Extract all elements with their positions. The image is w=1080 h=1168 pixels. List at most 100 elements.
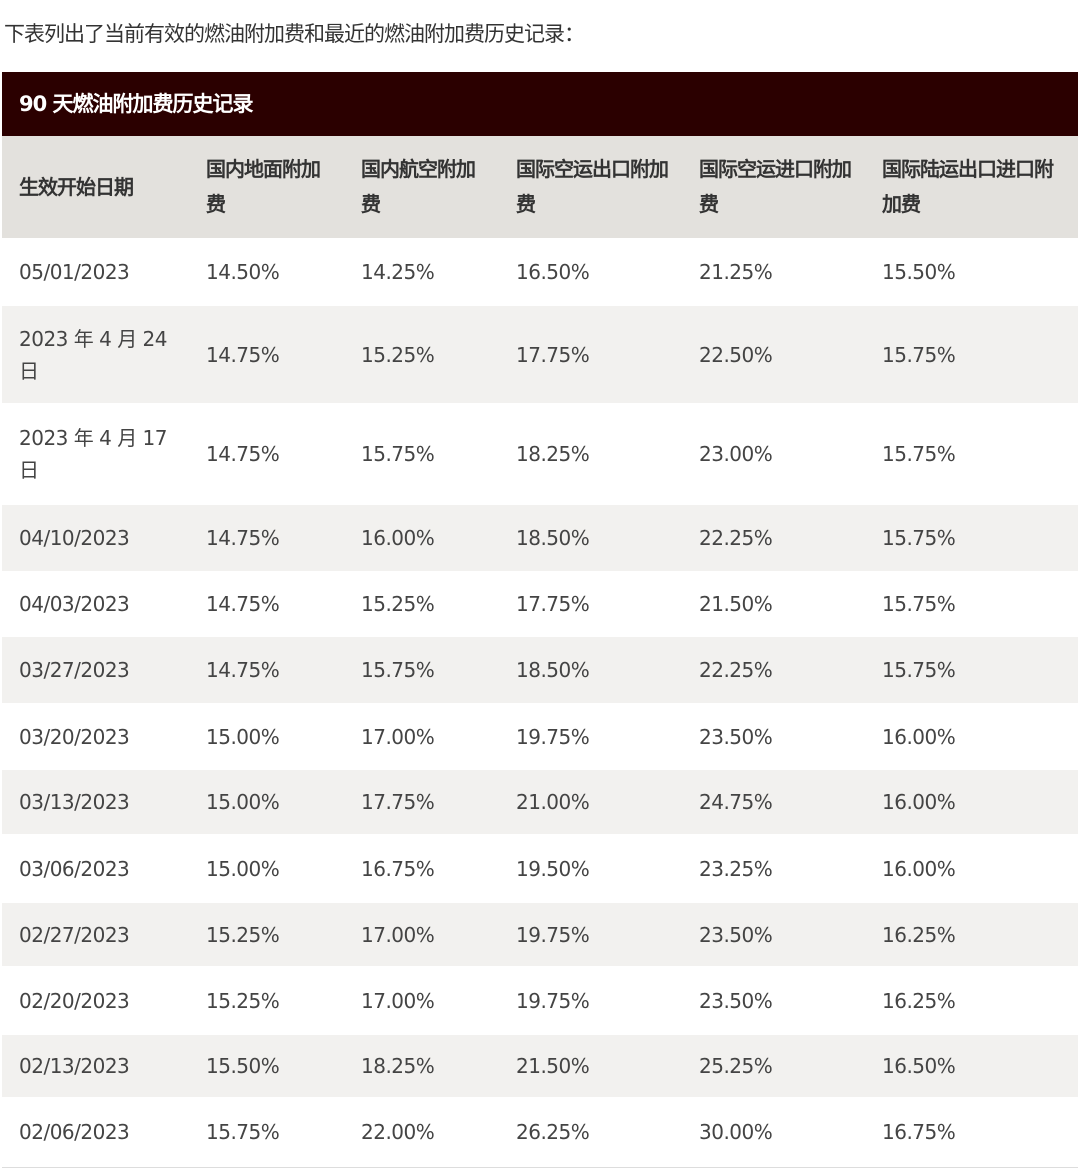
table-row: 2023 年 4 月 17 日 14.75% 15.75% 18.25% 23.00% 1…	[2, 403, 1078, 505]
cell-intl-air-export: 19.75%	[516, 922, 590, 947]
table-row: 04/03/2023 14.75% 15.25% 17.75% 21.50% 15.75%	[2, 571, 1078, 637]
cell-domestic-ground: 15.50%	[206, 1054, 280, 1078]
table-row: 03/27/2023 14.75% 15.75% 18.50% 22.25% 15.75%	[2, 637, 1078, 703]
table-row: 05/01/2023 14.50% 14.25% 16.50% 21.25% 15.50%	[2, 238, 1078, 306]
cell-intl-ground: 16.25%	[882, 988, 956, 1013]
table-row: 03/20/2023 15.00% 17.00% 19.75% 23.50% 16.00%	[2, 703, 1078, 770]
cell-intl-air-export: 18.50%	[516, 658, 590, 682]
cell-domestic-ground: 15.25%	[206, 988, 280, 1013]
cell-intl-air-import: 23.50%	[699, 922, 773, 947]
cell-domestic-ground: 15.00%	[206, 724, 280, 749]
cell-date: 03/06/2023	[19, 856, 130, 881]
cell-date: 02/27/2023	[19, 922, 130, 947]
cell-domestic-ground: 14.75%	[206, 442, 280, 466]
header-intl-ground-export-import: 国际陆运出口进口附加费	[882, 157, 1054, 216]
cell-intl-air-import: 22.25%	[699, 658, 773, 682]
fuel-surcharge-table-container: 90 天燃油附加费历史记录 生效开始日期 国内地面附加费 国内航空附加费 国际空…	[2, 72, 1078, 1168]
cell-intl-air-export: 18.50%	[516, 526, 590, 550]
cell-date: 04/03/2023	[19, 592, 130, 616]
cell-intl-air-import: 23.50%	[699, 724, 773, 749]
table-row: 02/27/2023 15.25% 17.00% 19.75% 23.50% 16.25%	[2, 903, 1078, 966]
cell-intl-air-import: 23.00%	[699, 442, 773, 466]
cell-intl-air-export: 17.75%	[516, 592, 590, 616]
cell-intl-air-export: 26.25%	[516, 1120, 590, 1144]
cell-intl-ground: 15.75%	[882, 658, 956, 682]
header-domestic-ground: 国内地面附加费	[206, 157, 321, 216]
cell-date: 2023 年 4 月 17 日	[19, 426, 168, 482]
cell-domestic-ground: 14.75%	[206, 592, 280, 616]
header-effective-date: 生效开始日期	[19, 174, 134, 199]
table-body: 05/01/2023 14.50% 14.25% 16.50% 21.25% 15.50%…	[2, 238, 1078, 1167]
table-header: 生效开始日期 国内地面附加费 国内航空附加费 国际空运出口附加费 国际空运进口附…	[2, 136, 1078, 238]
cell-intl-ground: 16.50%	[882, 1054, 956, 1078]
cell-domestic-air: 17.00%	[361, 988, 435, 1013]
cell-date: 02/06/2023	[19, 1120, 130, 1144]
cell-intl-air-export: 16.50%	[516, 260, 590, 284]
header-intl-air-import: 国际空运进口附加费	[699, 157, 852, 216]
table-row: 2023 年 4 月 24 日 14.75% 15.25% 17.75% 22.50% 1…	[2, 306, 1078, 403]
cell-intl-air-export: 21.00%	[516, 790, 590, 814]
fuel-surcharge-table: 生效开始日期 国内地面附加费 国内航空附加费 国际空运出口附加费 国际空运进口附…	[2, 136, 1078, 1167]
cell-domestic-ground: 14.75%	[206, 526, 280, 550]
table-row: 04/10/2023 14.75% 16.00% 18.50% 22.25% 15.75%	[2, 505, 1078, 571]
cell-domestic-ground: 14.50%	[206, 260, 280, 284]
cell-intl-air-import: 22.25%	[699, 526, 773, 550]
cell-domestic-air: 14.25%	[361, 260, 435, 284]
cell-intl-ground: 16.00%	[882, 724, 956, 749]
cell-intl-ground: 15.75%	[882, 526, 956, 550]
header-intl-air-export: 国际空运出口附加费	[516, 157, 669, 216]
cell-domestic-ground: 14.75%	[206, 342, 280, 367]
header-row: 生效开始日期 国内地面附加费 国内航空附加费 国际空运出口附加费 国际空运进口附…	[2, 136, 1078, 238]
cell-intl-air-import: 23.25%	[699, 856, 773, 881]
cell-domestic-ground: 15.75%	[206, 1120, 280, 1144]
cell-intl-ground: 15.75%	[882, 592, 956, 616]
cell-domestic-air: 18.25%	[361, 1054, 435, 1078]
cell-domestic-air: 16.00%	[361, 526, 435, 550]
cell-intl-ground: 16.75%	[882, 1120, 956, 1144]
cell-intl-air-export: 19.75%	[516, 724, 590, 749]
table-row: 03/13/2023 15.00% 17.75% 21.00% 24.75% 16.00%	[2, 770, 1078, 834]
cell-intl-air-export: 19.50%	[516, 856, 590, 881]
cell-intl-ground: 15.75%	[882, 342, 956, 367]
cell-intl-air-import: 23.50%	[699, 988, 773, 1013]
cell-domestic-air: 15.25%	[361, 592, 435, 616]
cell-date: 03/13/2023	[19, 790, 130, 814]
table-caption: 90 天燃油附加费历史记录	[2, 72, 1078, 136]
header-domestic-air: 国内航空附加费	[361, 157, 476, 216]
intro-text: 下表列出了当前有效的燃油附加费和最近的燃油附加费历史记录：	[4, 22, 585, 46]
cell-domestic-ground: 15.00%	[206, 856, 280, 881]
cell-intl-ground: 16.25%	[882, 922, 956, 947]
cell-date: 03/27/2023	[19, 658, 130, 682]
cell-date: 03/20/2023	[19, 724, 130, 749]
cell-date: 04/10/2023	[19, 526, 130, 550]
cell-intl-air-import: 22.50%	[699, 342, 773, 367]
cell-date: 2023 年 4 月 24 日	[19, 326, 168, 383]
cell-intl-air-export: 21.50%	[516, 1054, 590, 1078]
cell-domestic-air: 17.75%	[361, 790, 435, 814]
cell-intl-ground: 16.00%	[882, 790, 956, 814]
cell-domestic-air: 17.00%	[361, 724, 435, 749]
cell-date: 02/13/2023	[19, 1054, 130, 1078]
cell-intl-ground: 15.50%	[882, 260, 956, 284]
cell-intl-air-import: 21.50%	[699, 592, 773, 616]
cell-domestic-air: 16.75%	[361, 856, 435, 881]
cell-intl-air-export: 18.25%	[516, 442, 590, 466]
cell-date: 02/20/2023	[19, 988, 130, 1013]
cell-domestic-air: 15.75%	[361, 658, 435, 682]
cell-intl-air-import: 25.25%	[699, 1054, 773, 1078]
cell-domestic-ground: 15.00%	[206, 790, 280, 814]
table-row: 02/06/2023 15.75% 22.00% 26.25% 30.00% 16.75%	[2, 1097, 1078, 1167]
cell-domestic-air: 15.75%	[361, 442, 435, 466]
table-row: 02/20/2023 15.25% 17.00% 19.75% 23.50% 16.25%	[2, 966, 1078, 1035]
cell-domestic-ground: 15.25%	[206, 922, 280, 947]
cell-domestic-air: 15.25%	[361, 342, 435, 367]
cell-intl-ground: 16.00%	[882, 856, 956, 881]
cell-domestic-air: 17.00%	[361, 922, 435, 947]
cell-intl-air-import: 24.75%	[699, 790, 773, 814]
table-row: 03/06/2023 15.00% 16.75% 19.50% 23.25% 16.00%	[2, 834, 1078, 903]
cell-domestic-ground: 14.75%	[206, 658, 280, 682]
cell-intl-air-import: 30.00%	[699, 1120, 773, 1144]
cell-intl-air-export: 19.75%	[516, 988, 590, 1013]
cell-domestic-air: 22.00%	[361, 1120, 435, 1144]
table-row: 02/13/2023 15.50% 18.25% 21.50% 25.25% 16.50%	[2, 1035, 1078, 1097]
